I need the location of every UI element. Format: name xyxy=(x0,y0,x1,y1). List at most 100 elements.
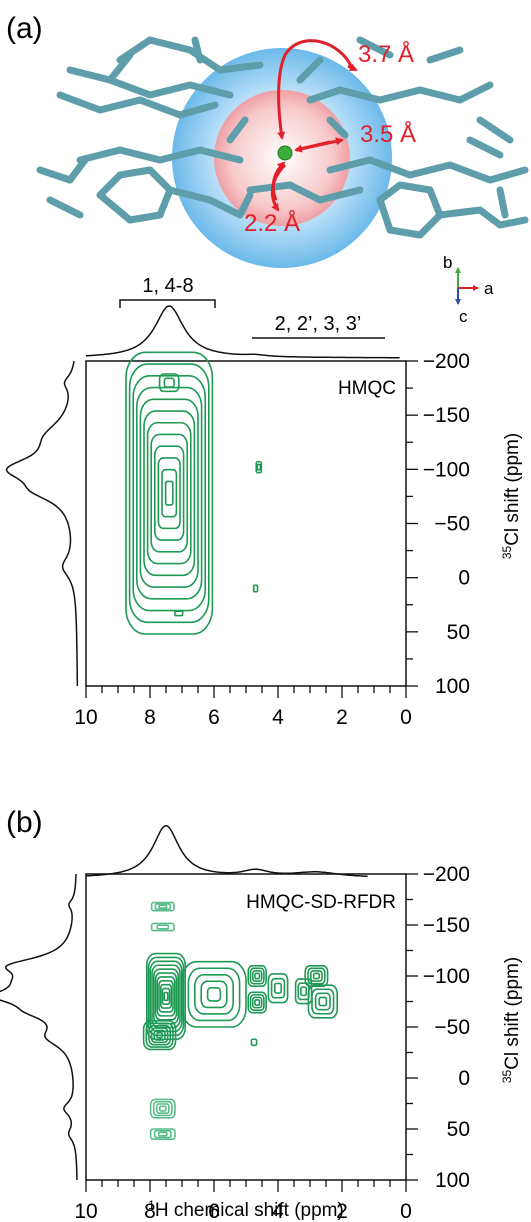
distance-label-3: 2.2 Å xyxy=(244,209,300,237)
contour-peaks xyxy=(125,351,263,635)
x-tick-label: 0 xyxy=(400,706,412,729)
y-tick-label: 50 xyxy=(447,621,470,644)
hmqc-chart: 1, 4-8 2, 2’, 3, 3’ 10 8 6 4 2 0 −200 −150 −100… xyxy=(5,275,523,729)
contour-level xyxy=(252,584,259,593)
bond-31 xyxy=(356,36,394,59)
bond-50 xyxy=(476,206,504,229)
f1-projection xyxy=(0,873,78,1181)
bond-5 xyxy=(56,91,104,114)
contour-level xyxy=(256,463,262,471)
bond-55 xyxy=(191,36,204,64)
bond-0 xyxy=(66,66,114,84)
contour-level xyxy=(158,1105,167,1112)
contour-peaks xyxy=(142,901,338,1140)
contour-level xyxy=(307,984,338,1019)
bond-14 xyxy=(116,146,164,164)
contour-level xyxy=(158,904,168,909)
bond-42 xyxy=(236,191,254,219)
y-axis-title-sup: 35 xyxy=(500,1069,514,1083)
molecule-sticks xyxy=(36,36,529,239)
plot-frame xyxy=(85,873,407,1181)
x-axis-title: 1H chemical shift (ppm) xyxy=(148,1198,344,1221)
y-axis-title-main: Cl shift (ppm) xyxy=(502,433,523,546)
contour-level xyxy=(157,457,181,530)
axes-triad: b a c xyxy=(443,253,494,326)
bond-26 xyxy=(366,156,414,179)
y-axis-title-sup: 35 xyxy=(500,545,514,559)
bond-16 xyxy=(196,146,244,164)
contour-level xyxy=(153,1029,166,1041)
annotation-bracket-1: 1, 4-8 xyxy=(119,275,216,308)
contour-level xyxy=(247,991,267,1014)
contour-level xyxy=(254,999,261,1006)
bond-11 xyxy=(186,46,224,74)
y-axis-title: 35Cl shift (ppm) xyxy=(500,957,523,1083)
contour-level xyxy=(151,964,181,1029)
bond-37 xyxy=(156,186,174,219)
x-tick-label: 8 xyxy=(144,706,156,729)
bond-23 xyxy=(416,86,464,104)
contour-level xyxy=(161,468,178,518)
contour-level xyxy=(314,992,331,1011)
f2-projection-trace xyxy=(85,824,368,878)
axis-c-label: c xyxy=(459,307,468,326)
distance-label-2: 3.5 Å xyxy=(360,120,416,148)
contour-level xyxy=(255,460,263,474)
bond-25 xyxy=(326,156,374,174)
contour-level xyxy=(194,973,235,1015)
bond-20 xyxy=(306,86,344,104)
contour-level xyxy=(150,1027,169,1044)
y-tick-label: −100 xyxy=(423,965,470,988)
bond-3 xyxy=(146,81,194,99)
contour-level xyxy=(145,1022,174,1048)
bond-59 xyxy=(496,186,509,219)
bond-58 xyxy=(466,136,504,159)
distance-arrow-3-7-head xyxy=(347,63,358,72)
contour-level xyxy=(146,421,192,565)
x-axis-title-sup: 1 xyxy=(148,1198,155,1212)
contour-level xyxy=(152,1100,173,1117)
contour-level xyxy=(174,610,184,617)
distance-arrow-3-7 xyxy=(277,39,354,140)
contour-level xyxy=(156,924,170,930)
contour-level xyxy=(136,386,203,600)
chart-title: HMQC-SD-RFDR xyxy=(246,892,396,913)
f1-projection-trace xyxy=(0,873,78,1181)
contour-level xyxy=(181,960,247,1028)
contour-level xyxy=(163,991,169,1002)
y-tick-label: 0 xyxy=(458,1067,470,1090)
contour-level xyxy=(156,1031,164,1039)
contour-level xyxy=(249,994,265,1011)
f2-projection xyxy=(85,824,368,878)
contour-level xyxy=(154,445,185,541)
y-tick-label: −150 xyxy=(423,404,470,427)
y-tick-label: −200 xyxy=(423,350,470,373)
x-axis: 10 8 6 4 2 0 xyxy=(74,686,412,729)
bond-53 xyxy=(36,166,74,184)
contour-level xyxy=(247,964,267,987)
contour-level xyxy=(143,410,196,577)
bond-9 xyxy=(116,36,154,64)
x-tick-label: 10 xyxy=(74,706,97,729)
contour-level xyxy=(149,1098,176,1119)
contour-level xyxy=(156,976,176,1017)
contour-level xyxy=(206,987,222,1002)
contour-level xyxy=(150,922,175,932)
contour-level xyxy=(157,1131,168,1137)
annotation-bracket-2: 2, 2’, 3, 3’ xyxy=(252,313,385,339)
bond-56 xyxy=(226,116,249,144)
contour-level xyxy=(267,973,289,1004)
x-tick-label: 2 xyxy=(336,1200,348,1222)
bond-44 xyxy=(396,181,434,194)
panel-b-label: (b) xyxy=(6,806,43,839)
distance-label-1: 3.7 Å xyxy=(358,40,414,68)
y-axis-title: 35Cl shift (ppm) xyxy=(500,433,523,559)
y-tick-label: −50 xyxy=(434,1016,470,1039)
bond-7 xyxy=(136,96,184,119)
contour-level xyxy=(132,375,206,612)
contour-level xyxy=(300,986,308,997)
y-tick-label: −100 xyxy=(423,458,470,481)
x-tick-label: 10 xyxy=(74,1200,97,1222)
panel-a-label: (a) xyxy=(6,12,43,45)
